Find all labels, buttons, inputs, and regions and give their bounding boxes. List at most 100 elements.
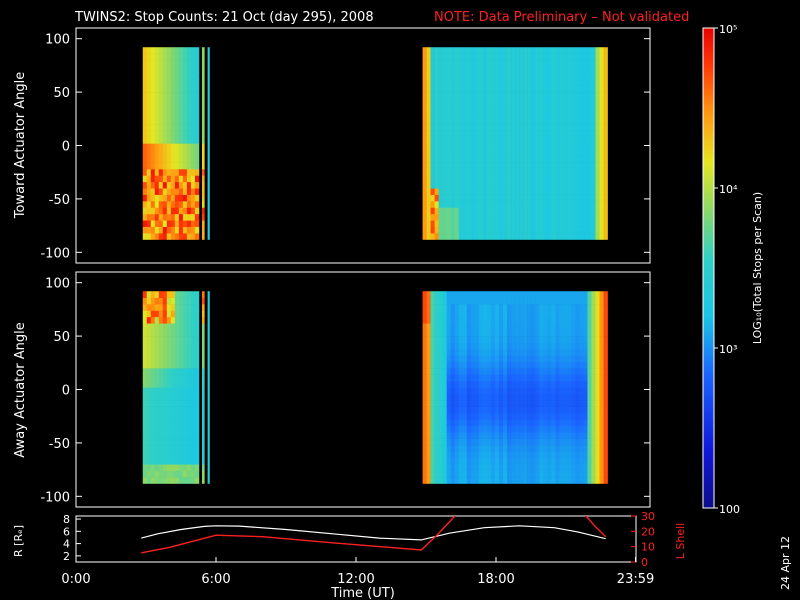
heatmap-cell bbox=[174, 136, 180, 144]
heatmap-cell bbox=[182, 406, 188, 414]
heatmap-cell bbox=[478, 400, 484, 407]
heatmap-cell bbox=[490, 124, 496, 131]
heatmap-cell bbox=[575, 85, 580, 93]
heatmap-cell bbox=[490, 188, 496, 195]
heatmap-cell bbox=[142, 169, 148, 176]
heatmap-cell bbox=[494, 297, 500, 305]
heatmap-cell bbox=[462, 380, 468, 388]
heatmap-cell bbox=[547, 380, 552, 388]
heatmap-cell bbox=[599, 60, 604, 67]
heatmap-cell bbox=[595, 368, 600, 375]
heatmap-cell bbox=[166, 66, 172, 74]
heatmap-cell bbox=[426, 406, 431, 414]
heatmap-cell bbox=[422, 355, 427, 363]
heatmap-cell bbox=[559, 117, 564, 125]
heatmap-cell bbox=[174, 451, 180, 459]
heatmap-cell bbox=[426, 355, 431, 363]
heatmap-cell bbox=[503, 380, 508, 388]
heatmap-cell bbox=[482, 342, 488, 350]
heatmap-cell bbox=[158, 438, 164, 446]
heatmap-cell bbox=[587, 130, 592, 138]
heatmap-cell bbox=[503, 162, 508, 170]
heatmap-cell bbox=[547, 348, 552, 356]
heatmap-cell bbox=[162, 387, 168, 395]
heatmap-cell bbox=[434, 316, 439, 324]
heatmap-cell bbox=[478, 85, 484, 93]
heatmap-cell bbox=[430, 149, 435, 157]
heatmap-cell bbox=[158, 316, 164, 324]
heatmap-cell bbox=[174, 304, 180, 311]
heatmap-cell bbox=[603, 316, 608, 324]
heatmap-cell bbox=[458, 425, 464, 433]
heatmap-cell bbox=[166, 156, 172, 163]
heatmap-cell bbox=[170, 470, 176, 478]
heatmap-cell bbox=[462, 117, 468, 125]
y-tick-label: 100 bbox=[45, 33, 70, 48]
heatmap-cell bbox=[575, 181, 580, 189]
heatmap-cell bbox=[519, 477, 524, 484]
heatmap-cell bbox=[474, 92, 480, 99]
heatmap-cell bbox=[543, 361, 548, 369]
heatmap-cell bbox=[438, 477, 443, 484]
heatmap-cell bbox=[478, 233, 484, 240]
heatmap-cell bbox=[490, 213, 496, 221]
heatmap-cell bbox=[599, 47, 604, 54]
heatmap-cell bbox=[466, 162, 472, 170]
heatmap-cell bbox=[494, 419, 500, 427]
heatmap-cell bbox=[551, 406, 556, 414]
heatmap-cell bbox=[470, 368, 476, 375]
heatmap-cell bbox=[591, 432, 596, 439]
heatmap-cell bbox=[174, 117, 180, 125]
heatmap-cell bbox=[543, 387, 548, 395]
heatmap-cell bbox=[186, 432, 192, 439]
heatmap-cell bbox=[146, 201, 152, 208]
heatmap-cell bbox=[150, 304, 156, 311]
heatmap-cell bbox=[174, 329, 180, 337]
heatmap-cell bbox=[515, 400, 520, 407]
heatmap-cell bbox=[146, 226, 152, 234]
heatmap-cell bbox=[194, 368, 200, 375]
heatmap-cell bbox=[146, 432, 152, 439]
heatmap-cell bbox=[531, 393, 536, 401]
heatmap-cell bbox=[146, 111, 152, 119]
heatmap-cell bbox=[482, 413, 488, 420]
heatmap-cell bbox=[575, 79, 580, 86]
heatmap-cell bbox=[567, 393, 572, 401]
heatmap-cell bbox=[146, 310, 152, 318]
heatmap-cell bbox=[422, 316, 427, 324]
heatmap-cell bbox=[142, 445, 148, 452]
heatmap-cell bbox=[587, 117, 592, 125]
heatmap-cell bbox=[490, 136, 496, 144]
heatmap-cell bbox=[426, 181, 431, 189]
heatmap-cell bbox=[599, 98, 604, 106]
heatmap-cell bbox=[587, 66, 592, 74]
heatmap-cell bbox=[194, 53, 200, 61]
heatmap-cell bbox=[158, 162, 164, 170]
heatmap-cell bbox=[515, 477, 520, 484]
heatmap-cell bbox=[194, 419, 200, 427]
heatmap-cell bbox=[474, 419, 480, 427]
heatmap-cell bbox=[450, 85, 456, 93]
heatmap-cell bbox=[563, 136, 568, 144]
time-axis-label: Time (UT) bbox=[330, 586, 395, 600]
heatmap-cell bbox=[162, 136, 168, 144]
heatmap-cell bbox=[194, 406, 200, 414]
heatmap-cell bbox=[442, 464, 447, 471]
heatmap-cell bbox=[563, 79, 568, 86]
heatmap-cell bbox=[446, 213, 452, 221]
heatmap-cell bbox=[482, 207, 488, 215]
heatmap-cell bbox=[547, 98, 552, 106]
heatmap-cell bbox=[442, 457, 447, 465]
heatmap-cell bbox=[486, 66, 492, 74]
heatmap-cell bbox=[430, 406, 435, 414]
heatmap-cell bbox=[194, 220, 200, 227]
heatmap-cell bbox=[430, 304, 435, 311]
heatmap-cell bbox=[454, 464, 460, 471]
heatmap-cell bbox=[422, 425, 427, 433]
heatmap-cell bbox=[201, 368, 205, 375]
heatmap-cell bbox=[207, 291, 210, 298]
heatmap-cell bbox=[462, 451, 468, 459]
heatmap-cell bbox=[490, 361, 496, 369]
heatmap-cell bbox=[158, 143, 164, 151]
heatmap-cell bbox=[450, 400, 456, 407]
